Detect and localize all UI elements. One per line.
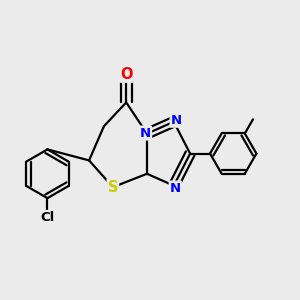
Text: N: N (171, 114, 182, 127)
Text: N: N (140, 127, 151, 140)
Text: Cl: Cl (40, 211, 55, 224)
Text: O: O (120, 67, 133, 82)
Text: N: N (170, 182, 181, 194)
Text: S: S (108, 180, 118, 195)
